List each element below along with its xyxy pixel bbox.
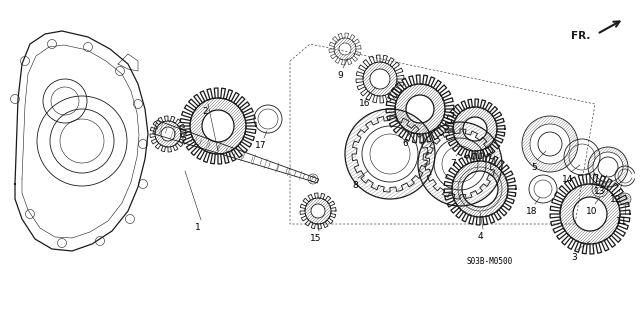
Text: 15: 15 bbox=[310, 234, 322, 243]
Text: 17: 17 bbox=[255, 141, 267, 150]
Text: 10: 10 bbox=[586, 207, 598, 216]
Text: 7: 7 bbox=[450, 159, 456, 168]
Text: 4: 4 bbox=[477, 232, 483, 241]
Text: 8: 8 bbox=[352, 181, 358, 190]
Text: 1: 1 bbox=[195, 223, 201, 232]
Text: FR.: FR. bbox=[571, 31, 590, 41]
Text: 2: 2 bbox=[202, 107, 208, 116]
Text: 9: 9 bbox=[337, 71, 343, 80]
Text: 16: 16 bbox=[359, 99, 371, 108]
Text: 18: 18 bbox=[526, 207, 538, 216]
Text: 12: 12 bbox=[611, 195, 621, 204]
Text: 3: 3 bbox=[571, 253, 577, 262]
Text: 11: 11 bbox=[616, 217, 628, 226]
Text: 5: 5 bbox=[531, 163, 537, 172]
Text: 14: 14 bbox=[563, 175, 573, 184]
Text: 6: 6 bbox=[402, 139, 408, 148]
Text: 13: 13 bbox=[595, 187, 605, 196]
Text: S03B-M0500: S03B-M0500 bbox=[467, 256, 513, 265]
